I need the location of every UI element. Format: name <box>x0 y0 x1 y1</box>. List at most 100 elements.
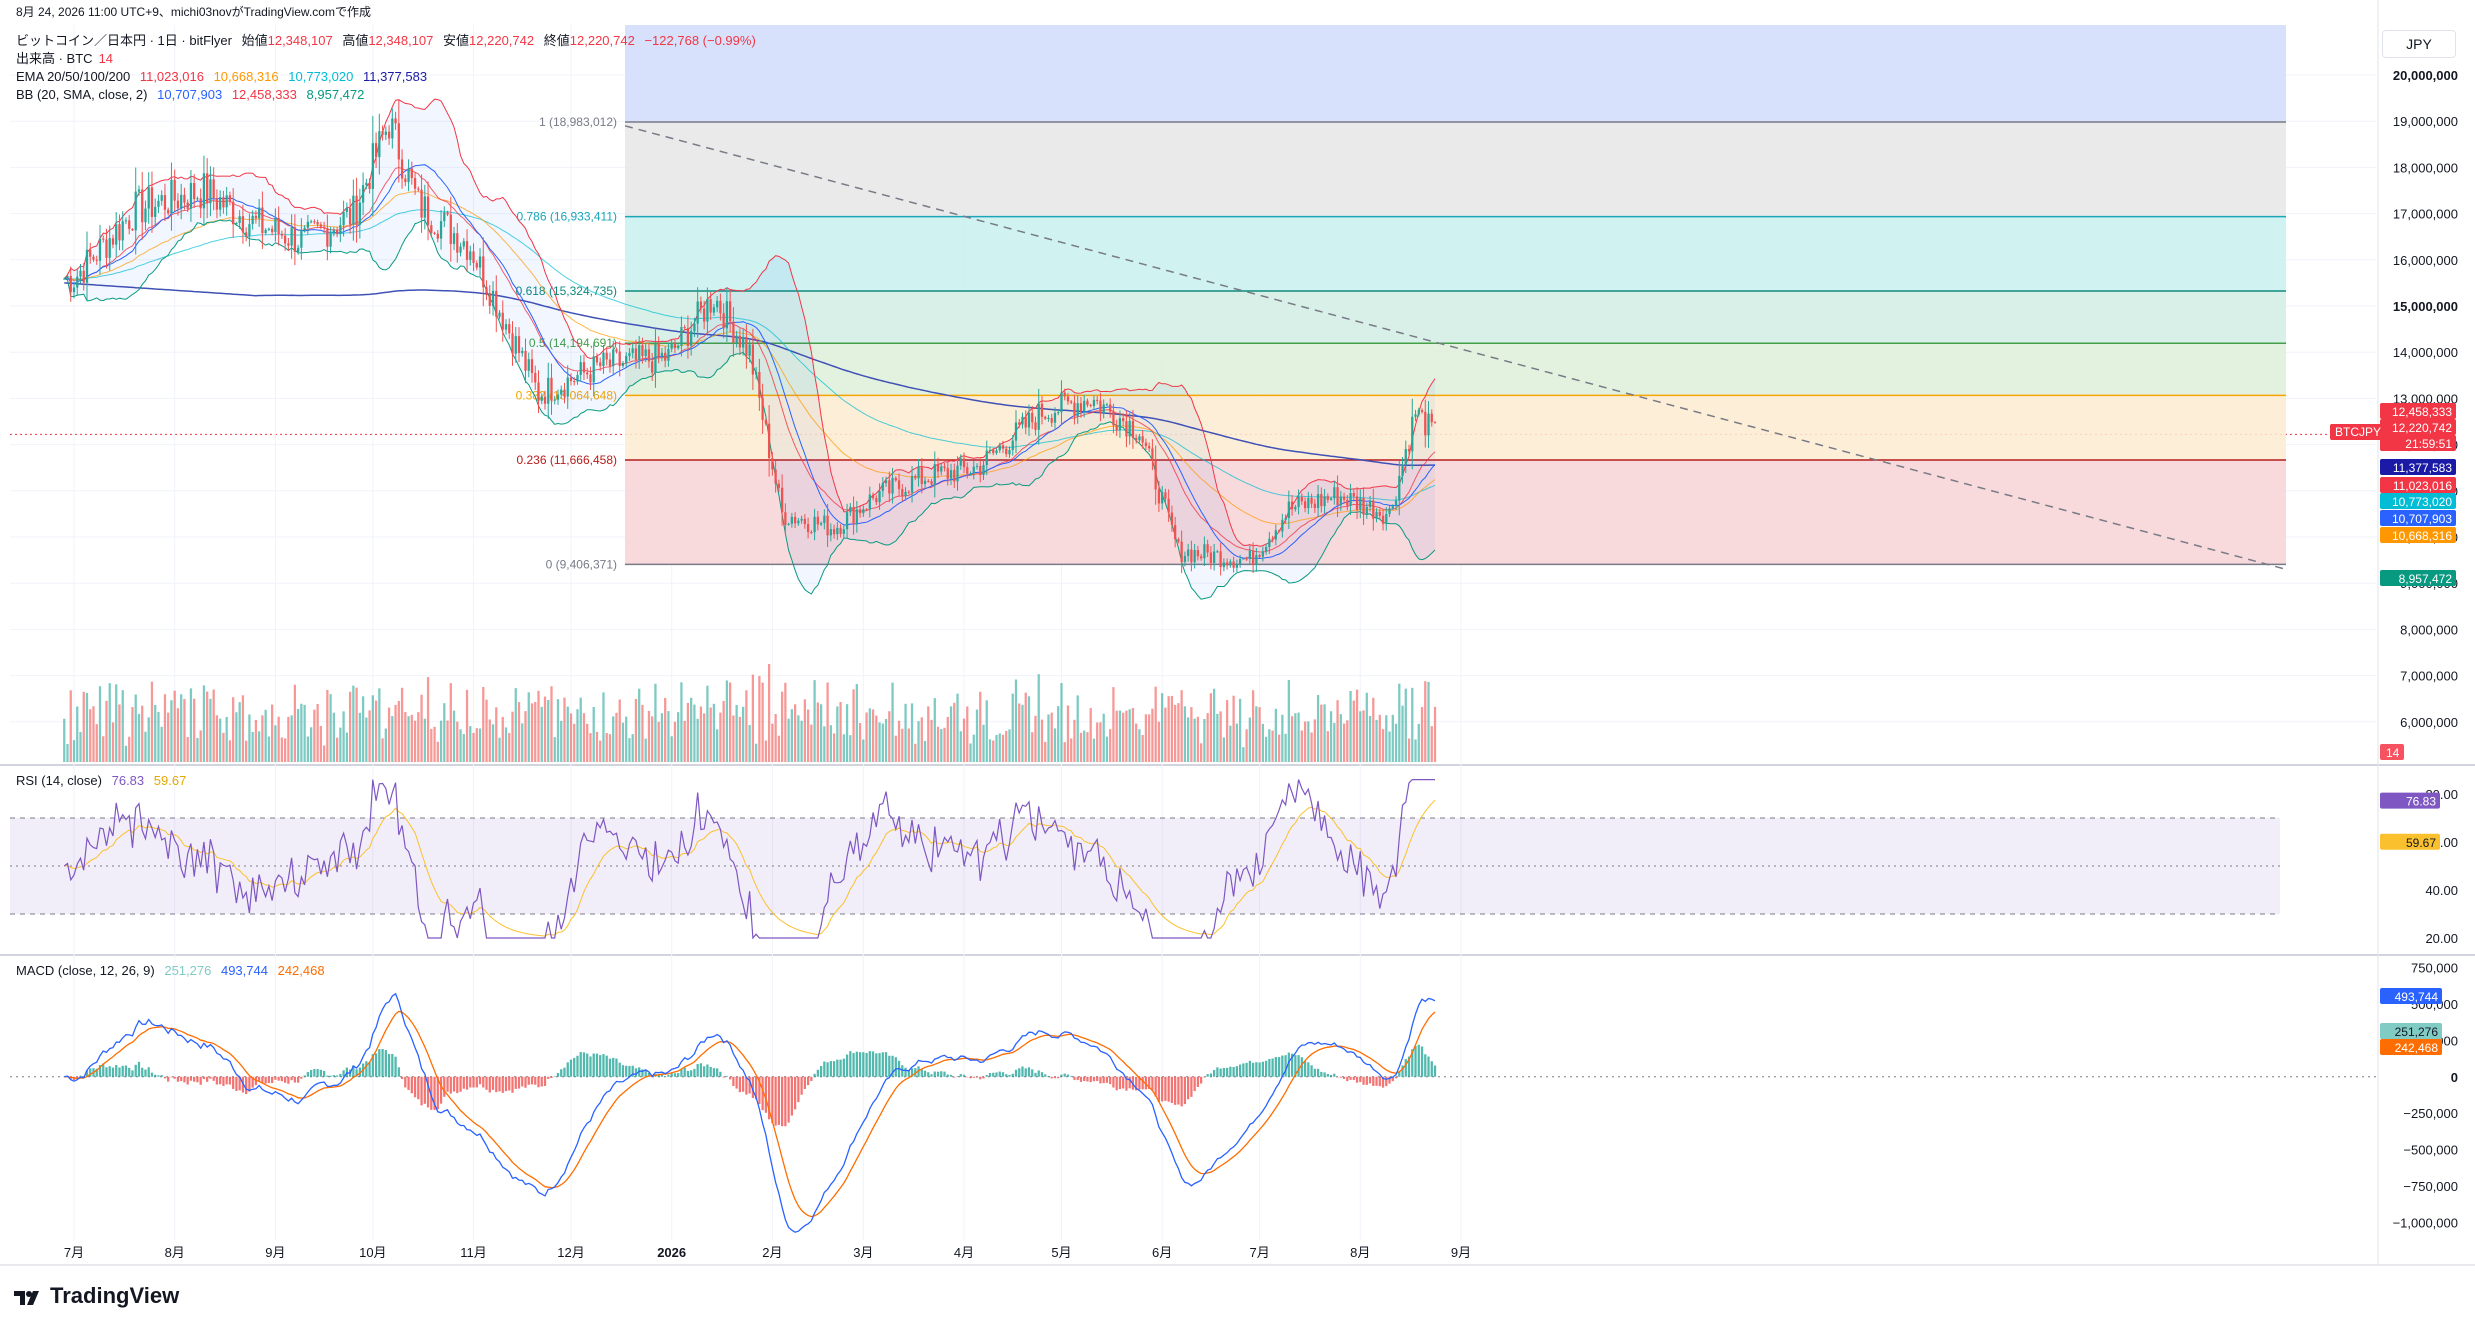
candle-body <box>157 200 160 207</box>
candle-body <box>426 196 430 226</box>
macd-histogram-bar <box>228 1076 232 1085</box>
volume-bar <box>462 734 465 762</box>
candle-body <box>1203 544 1206 559</box>
candle-body <box>488 293 491 306</box>
candle-body <box>660 352 664 357</box>
volume-bar <box>514 688 517 762</box>
fib-level-label: 0.236 (11,666,458) <box>516 453 617 467</box>
candle-body <box>1433 422 1437 424</box>
macd-histogram-bar <box>446 1076 449 1092</box>
volume-bar <box>163 694 167 762</box>
candle-body <box>482 256 485 288</box>
candle-body <box>881 483 884 491</box>
macd-histogram-bar <box>910 1068 914 1077</box>
currency-selector[interactable]: JPY <box>2382 30 2456 58</box>
candle-body <box>767 423 771 459</box>
candle-body <box>709 299 712 313</box>
candle-body <box>176 200 180 209</box>
bb-legend[interactable]: BB (20, SMA, close, 2) 10,707,903 12,458… <box>16 86 370 103</box>
macd-histogram-bar <box>1115 1076 1118 1091</box>
macd-histogram-bar <box>612 1057 615 1077</box>
fib-level-label: 0.5 (14,194,691) <box>529 336 617 350</box>
macd-histogram-bar <box>553 1076 556 1077</box>
candle-body <box>115 224 118 245</box>
volume-legend[interactable]: 出来高 · BTC 14 <box>16 50 119 67</box>
candle-body <box>560 389 563 395</box>
macd-histogram-bar <box>1034 1072 1037 1077</box>
macd-histogram-bar <box>1300 1057 1303 1077</box>
macd-histogram-bar <box>969 1076 972 1079</box>
volume-bar <box>777 735 781 762</box>
volume-bar <box>426 677 430 762</box>
volume-bar <box>787 718 790 762</box>
volume-bar <box>871 709 875 762</box>
macd-histogram-bar <box>128 1067 131 1077</box>
candle-body <box>1154 460 1157 490</box>
volume-bar <box>394 704 397 762</box>
rsi-legend[interactable]: RSI (14, close) 76.83 59.67 <box>16 772 192 789</box>
volume-bar <box>793 704 797 762</box>
volume-bar <box>1433 706 1437 762</box>
volume-bar <box>1300 730 1303 762</box>
rsi-ma-line <box>64 799 1436 937</box>
volume-bar <box>823 726 826 762</box>
macd-histogram-bar <box>511 1076 514 1093</box>
macd-histogram-bar <box>537 1076 540 1088</box>
candle-body <box>417 188 420 190</box>
candle-body <box>1170 512 1174 525</box>
volume-bar <box>764 740 768 762</box>
candle-body <box>920 467 923 485</box>
candle-body <box>949 470 953 479</box>
macd-histogram-bar <box>514 1076 517 1089</box>
ema-legend[interactable]: EMA 20/50/100/200 11,023,016 10,668,316 … <box>16 68 433 85</box>
volume-bar <box>1128 709 1131 762</box>
volume-bar <box>358 712 361 762</box>
volume-bar <box>1251 690 1255 762</box>
candle-body <box>891 477 894 494</box>
candle-body <box>927 480 930 482</box>
volume-bar <box>1063 742 1066 762</box>
volume-bar <box>342 711 345 762</box>
macd-legend[interactable]: MACD (close, 12, 26, 9) 251,276 493,744 … <box>16 962 331 979</box>
candle-body <box>1268 538 1271 548</box>
volume-bar <box>206 691 209 762</box>
volume-bar <box>602 692 605 762</box>
macd-histogram-bar <box>154 1074 157 1077</box>
candle-body <box>1092 399 1096 407</box>
candle-body <box>469 251 472 260</box>
volume-bar <box>985 700 988 762</box>
candle-body <box>819 523 823 525</box>
volume-bar <box>1070 738 1073 762</box>
volume-bar <box>1326 731 1329 762</box>
macd-histogram-bar <box>1394 1076 1398 1079</box>
volume-bar <box>264 709 267 762</box>
volume-bar <box>111 722 115 762</box>
macd-histogram-bar <box>485 1076 488 1090</box>
candle-body <box>654 343 657 373</box>
candle-body <box>1105 404 1109 406</box>
volume-bar <box>1238 698 1242 762</box>
tradingview-logo[interactable]: TradingView <box>14 1283 179 1309</box>
macd-histogram-bar <box>1248 1060 1252 1077</box>
candle-body <box>823 515 826 524</box>
macd-histogram-bar <box>105 1067 108 1077</box>
candle-body <box>1063 392 1066 397</box>
volume-bar <box>725 680 729 762</box>
candle-body <box>374 143 378 158</box>
volume-bar <box>1417 723 1420 762</box>
candle-body <box>582 362 586 373</box>
volume-bar <box>975 709 979 762</box>
candle-body <box>1404 449 1407 465</box>
volume-bar <box>485 699 488 762</box>
candle-body <box>1164 492 1167 499</box>
volume-bar <box>816 702 819 762</box>
candle-body <box>670 343 673 349</box>
macd-tag-label: 493,744 <box>2395 990 2439 1004</box>
macd-histogram-bar <box>855 1051 858 1077</box>
candle-body <box>1238 558 1242 564</box>
candle-body <box>641 345 644 357</box>
macd-histogram-bar <box>212 1076 215 1081</box>
volume-bar <box>754 743 758 762</box>
candle-body <box>1196 550 1200 557</box>
